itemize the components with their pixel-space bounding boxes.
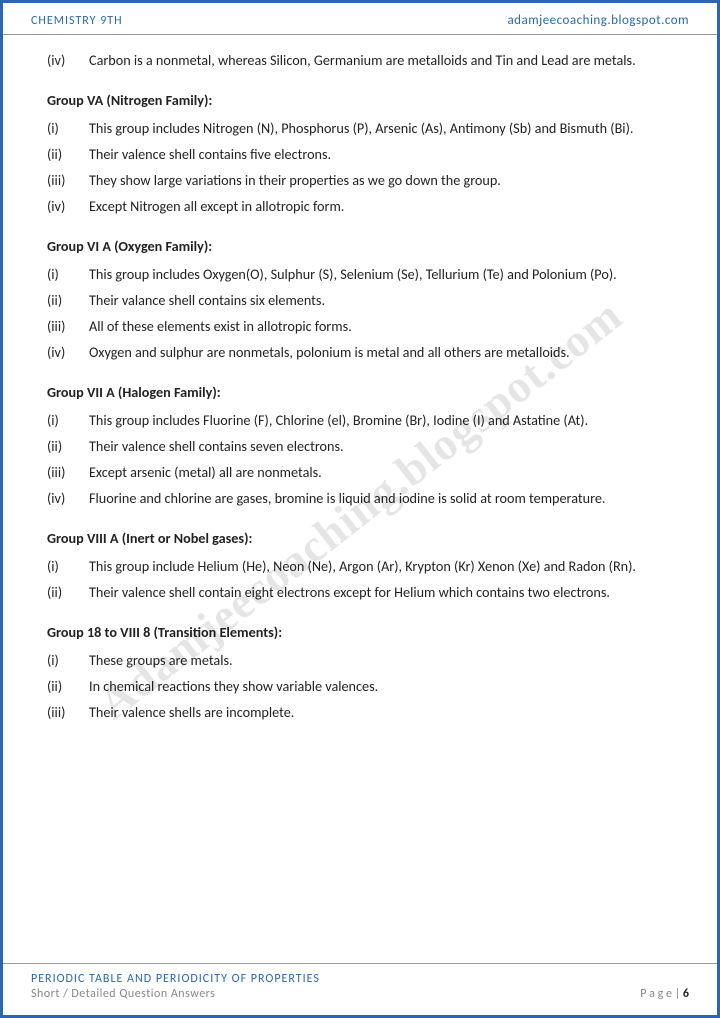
section-heading: Group VII A (Halogen Family): (47, 381, 673, 403)
item-number: (iv) (47, 487, 89, 509)
list-item: (iii)They show large variations in their… (47, 169, 673, 191)
item-text: Oxygen and sulphur are nonmetals, poloni… (89, 341, 673, 363)
item-number: (ii) (47, 581, 89, 603)
item-text: This group include Helium (He), Neon (Ne… (89, 555, 673, 577)
item-number: (iv) (47, 49, 89, 71)
section-heading: Group VA (Nitrogen Family): (47, 89, 673, 111)
item-text: Their valence shell contain eight electr… (89, 581, 673, 603)
list-item: (iii)Except arsenic (metal) all are nonm… (47, 461, 673, 483)
list-item: (i)This group includes Fluorine (F), Chl… (47, 409, 673, 431)
list-item: (i)This group includes Oxygen(O), Sulphu… (47, 263, 673, 285)
header-left-text: CHEMISTRY 9TH (31, 14, 123, 28)
section-heading: Group VI A (Oxygen Family): (47, 235, 673, 257)
list-item: (iv)Carbon is a nonmetal, whereas Silico… (47, 49, 673, 71)
list-item: (iv)Except Nitrogen all except in allotr… (47, 195, 673, 217)
item-number: (iii) (47, 315, 89, 337)
item-text: They show large variations in their prop… (89, 169, 673, 191)
item-text: In chemical reactions they show variable… (89, 675, 673, 697)
list-item: (iv)Oxygen and sulphur are nonmetals, po… (47, 341, 673, 363)
footer-title: PERIODIC TABLE AND PERIODICITY OF PROPER… (31, 972, 689, 986)
list-item: (iii)Their valence shells are incomplete… (47, 701, 673, 723)
list-item: (ii)In chemical reactions they show vari… (47, 675, 673, 697)
section-heading: Group 18 to VIII 8 (Transition Elements)… (47, 621, 673, 643)
list-item: (iv)Fluorine and chlorine are gases, bro… (47, 487, 673, 509)
item-text: This group includes Fluorine (F), Chlori… (89, 409, 673, 431)
item-number: (i) (47, 409, 89, 431)
item-text: Their valence shells are incomplete. (89, 701, 673, 723)
list-item: (i)This group include Helium (He), Neon … (47, 555, 673, 577)
item-text: Except Nitrogen all except in allotropic… (89, 195, 673, 217)
item-text: Their valance shell contains six element… (89, 289, 673, 311)
item-text: All of these elements exist in allotropi… (89, 315, 673, 337)
item-text: Except arsenic (metal) all are nonmetals… (89, 461, 673, 483)
page-footer: PERIODIC TABLE AND PERIODICITY OF PROPER… (3, 963, 717, 1015)
item-number: (i) (47, 555, 89, 577)
list-item: (ii)Their valence shell contain eight el… (47, 581, 673, 603)
item-number: (ii) (47, 143, 89, 165)
list-item: (ii)Their valence shell contains five el… (47, 143, 673, 165)
item-number: (i) (47, 117, 89, 139)
page-content: (iv)Carbon is a nonmetal, whereas Silico… (3, 35, 717, 737)
item-number: (i) (47, 649, 89, 671)
item-text: This group includes Oxygen(O), Sulphur (… (89, 263, 673, 285)
item-number: (i) (47, 263, 89, 285)
list-item: (i)These groups are metals. (47, 649, 673, 671)
item-text: These groups are metals. (89, 649, 673, 671)
page-num-value: 6 (683, 987, 689, 1001)
footer-subtitle: Short / Detailed Question Answers (31, 987, 689, 1001)
header-right-text: adamjeecoaching.blogspot.com (507, 13, 689, 28)
list-item: (iii)All of these elements exist in allo… (47, 315, 673, 337)
item-number: (iv) (47, 341, 89, 363)
item-number: (iii) (47, 461, 89, 483)
item-text: Their valence shell contains five electr… (89, 143, 673, 165)
item-number: (iv) (47, 195, 89, 217)
item-text: Fluorine and chlorine are gases, bromine… (89, 487, 673, 509)
item-text: This group includes Nitrogen (N), Phosph… (89, 117, 673, 139)
list-item: (i)This group includes Nitrogen (N), Pho… (47, 117, 673, 139)
section-heading: Group VIII A (Inert or Nobel gases): (47, 527, 673, 549)
page-header: CHEMISTRY 9TH adamjeecoaching.blogspot.c… (3, 3, 717, 35)
item-text: Carbon is a nonmetal, whereas Silicon, G… (89, 49, 673, 71)
item-number: (iii) (47, 169, 89, 191)
page-number: P a g e | 6 (640, 987, 689, 1001)
document-page: CHEMISTRY 9TH adamjeecoaching.blogspot.c… (0, 0, 720, 1018)
list-item: (ii)Their valance shell contains six ele… (47, 289, 673, 311)
item-text: Their valence shell contains seven elect… (89, 435, 673, 457)
item-number: (ii) (47, 435, 89, 457)
item-number: (iii) (47, 701, 89, 723)
page-label: P a g e | (640, 987, 683, 1001)
list-item: (ii)Their valence shell contains seven e… (47, 435, 673, 457)
item-number: (ii) (47, 675, 89, 697)
item-number: (ii) (47, 289, 89, 311)
